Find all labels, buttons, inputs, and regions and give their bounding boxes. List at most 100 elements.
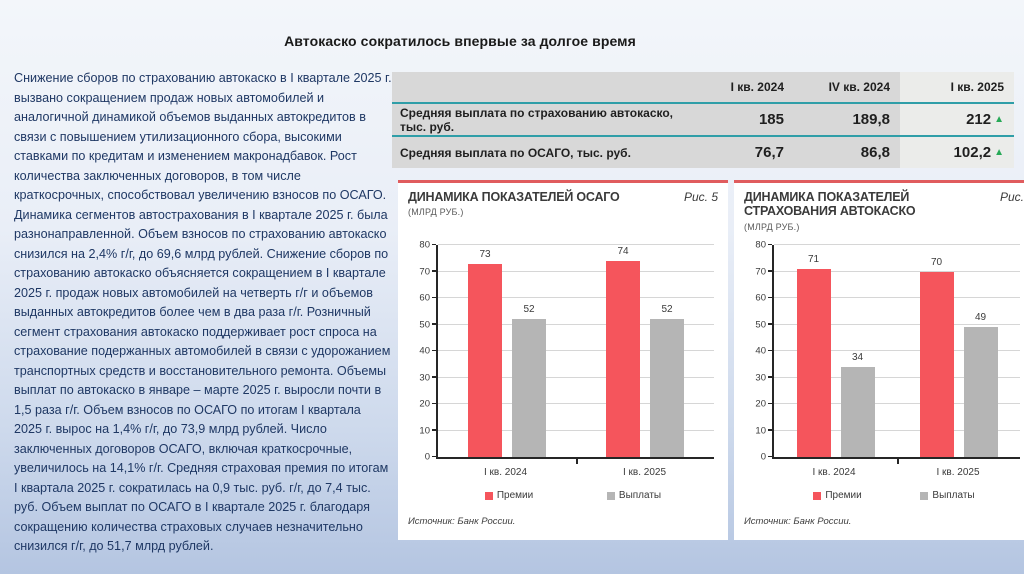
- y-axis-tick-label: 60: [755, 292, 766, 304]
- y-axis-tick-label: 50: [755, 319, 766, 330]
- chart-title: ДИНАМИКА ПОКАЗАТЕЛЕЙ СТРАХОВАНИЯ АВТОКАС…: [744, 190, 916, 219]
- table-row-label-osago: Средняя выплата по ОСАГО, тыс. руб.: [400, 145, 631, 160]
- source-note: Источник: Банк России.: [408, 516, 516, 527]
- y-axis-tick-label: 80: [419, 239, 430, 251]
- legend-swatch-icon: [606, 491, 615, 500]
- table-cell: 76,7: [754, 144, 784, 161]
- trend-up-icon: ▲: [994, 146, 1004, 158]
- bar-chart-plot-kasko: 0 10 20 30 40 50 60 70 80 71 34 70 49: [755, 240, 1020, 464]
- y-axis-tick: [768, 455, 772, 457]
- table-header-q4-2024: IV кв. 2024: [794, 72, 900, 104]
- y-axis-tick: [768, 296, 772, 298]
- bar-value-label: 52: [661, 304, 673, 316]
- y-axis-tick: [432, 270, 436, 272]
- table-row-label-kasko: Средняя выплата по страхованию автокаско…: [392, 104, 698, 137]
- legend-item-премии: Премии: [484, 490, 534, 501]
- gridline: [774, 270, 1020, 272]
- y-axis-tick: [768, 270, 772, 272]
- chart-title: ДИНАМИКА ПОКАЗАТЕЛЕЙ ОСАГО: [408, 190, 620, 204]
- gridline: [438, 297, 714, 298]
- figure-number-label: Рис. 5: [683, 190, 718, 204]
- y-axis-tick-label: 40: [755, 345, 766, 357]
- chart-panel-kasko: ДИНАМИКА ПОКАЗАТЕЛЕЙ СТРАХОВАНИЯ АВТОКАС…: [734, 180, 1024, 540]
- legend-label: Выплаты: [618, 490, 662, 501]
- legend-label: Премии: [496, 490, 534, 501]
- x-axis-mid-tick: [576, 459, 578, 464]
- bar-value-label: 52: [523, 304, 535, 316]
- bar-value-label: 74: [617, 245, 629, 257]
- y-axis-tick-label: 30: [755, 372, 766, 383]
- panel-accent-line: [398, 180, 728, 183]
- gridline: [438, 323, 714, 325]
- bars-layer: 73 52 74 52: [438, 245, 714, 457]
- gridline: [774, 297, 1020, 298]
- bar-group-I кв. 2025: 70 49: [919, 245, 998, 457]
- y-axis-tick: [432, 376, 436, 378]
- bar-value-label: 70: [930, 256, 943, 268]
- panel-header: ДИНАМИКА ПОКАЗАТЕЛЕЙ ОСАГО Рис. 5 (МЛРД …: [408, 183, 718, 245]
- x-axis-label: I кв. 2025: [936, 467, 980, 478]
- y-axis-tick-label: 20: [419, 398, 430, 410]
- table-header-empty: [392, 72, 698, 104]
- chart-legend: Премии Выплаты: [784, 490, 1004, 501]
- y-axis-tick-label: 70: [419, 266, 430, 277]
- legend-label: Выплаты: [932, 490, 975, 501]
- gridline: [438, 350, 714, 351]
- page-title: Автокаско сократилось впервые за долгое …: [284, 33, 636, 49]
- legend-swatch-icon: [920, 491, 929, 500]
- x-axis-label: I кв. 2024: [812, 467, 856, 478]
- trend-up-icon: ▲: [994, 113, 1004, 125]
- bar-group-I кв. 2024: 71 34: [796, 245, 875, 457]
- y-axis-tick-label: 40: [419, 345, 430, 357]
- source-note: Источник: Банк России.: [744, 516, 852, 527]
- figure-number-label: Рис.: [999, 190, 1024, 204]
- bar-выплаты: 34: [840, 352, 875, 457]
- y-axis-tick-label: 0: [760, 451, 766, 463]
- y-axis-tick: [768, 323, 772, 325]
- table-cell: 212 ▲: [900, 104, 1014, 137]
- bar-выплаты: 52: [650, 304, 684, 457]
- table-cell-value: 212: [966, 111, 992, 128]
- chart-units-subtitle: (МЛРД РУБ.): [408, 207, 464, 218]
- gridline: [438, 403, 714, 404]
- bar-премии: 73: [468, 249, 502, 457]
- y-axis-tick: [432, 429, 436, 431]
- legend-label: Премии: [825, 490, 862, 501]
- bar-value-label: 34: [851, 351, 864, 363]
- y-axis-tick-label: 20: [755, 398, 766, 410]
- gridline: [438, 376, 714, 378]
- x-axis-label: I кв. 2024: [483, 467, 528, 478]
- bar-value-label: 49: [974, 312, 987, 324]
- panel-accent-line: [734, 180, 1024, 183]
- gridline: [774, 244, 1020, 245]
- gridline: [774, 403, 1020, 404]
- y-axis-tick: [432, 349, 436, 351]
- bar-выплаты: 49: [963, 312, 998, 457]
- x-axis-mid-tick: [897, 459, 899, 464]
- gridline: [438, 429, 714, 431]
- gridline: [438, 244, 714, 245]
- y-axis-tick-label: 50: [419, 319, 430, 330]
- chart-units-subtitle: (МЛРД РУБ.): [744, 221, 800, 232]
- bar-премии: 71: [796, 254, 831, 457]
- y-axis-tick: [768, 402, 772, 404]
- panel-header: ДИНАМИКА ПОКАЗАТЕЛЕЙ СТРАХОВАНИЯ АВТОКАС…: [744, 183, 1024, 245]
- bar-value-label: 71: [807, 253, 820, 265]
- y-axis-tick-label: 10: [755, 425, 766, 436]
- table-cell: 102,2 ▲: [900, 137, 1014, 168]
- y-axis-tick-label: 80: [755, 239, 766, 251]
- x-axis-label: I кв. 2025: [622, 467, 667, 478]
- bar-value-label: 73: [479, 248, 491, 260]
- y-axis-tick-label: 10: [419, 425, 430, 436]
- table-cell: 185: [698, 104, 794, 137]
- x-axis-labels: I кв. 2024 I кв. 2025: [436, 459, 714, 478]
- legend-swatch-icon: [813, 491, 822, 500]
- y-axis-tick: [768, 243, 772, 245]
- legend-item-выплаты: Выплаты: [920, 490, 975, 501]
- y-axis-tick: [432, 323, 436, 325]
- chart-panel-osago: ДИНАМИКА ПОКАЗАТЕЛЕЙ ОСАГО Рис. 5 (МЛРД …: [398, 180, 728, 540]
- gridline: [438, 270, 714, 272]
- bar-group-I кв. 2025: 74 52: [606, 245, 684, 457]
- y-axis-tick: [432, 455, 436, 457]
- y-axis-tick: [432, 243, 436, 245]
